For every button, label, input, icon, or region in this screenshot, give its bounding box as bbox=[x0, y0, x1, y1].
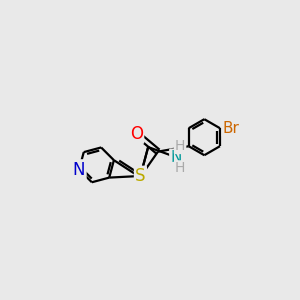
Text: S: S bbox=[135, 167, 146, 185]
Text: Br: Br bbox=[223, 121, 240, 136]
Text: O: O bbox=[130, 124, 143, 142]
Text: H: H bbox=[175, 161, 185, 176]
Text: H: H bbox=[175, 139, 185, 153]
Text: N: N bbox=[73, 160, 85, 178]
Text: N: N bbox=[170, 150, 182, 165]
